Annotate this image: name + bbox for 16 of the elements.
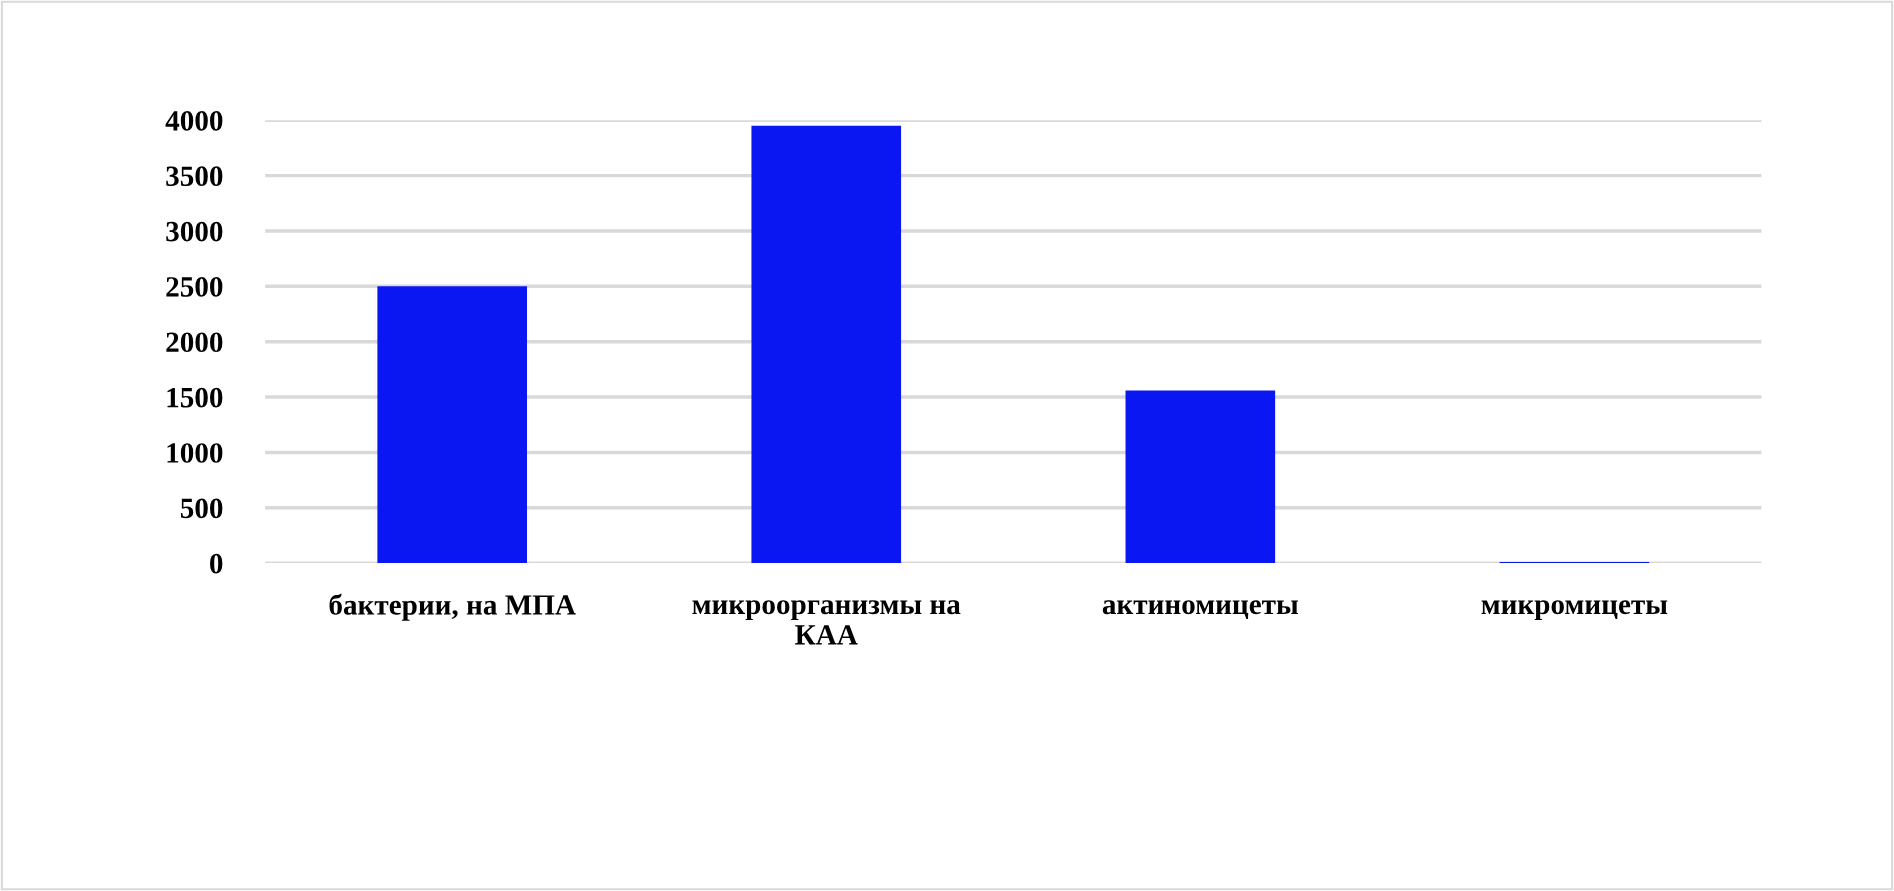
y-tick-label: 4000 [165, 111, 223, 131]
x-tick-label: микроорганизмы на КАА [692, 600, 961, 645]
y-tick-label: 500 [180, 498, 223, 519]
bar [377, 286, 528, 564]
bar [751, 125, 902, 564]
x-tick-label: актиномицеты [1102, 600, 1298, 619]
x-tick-label: бактерии, на МПА [329, 593, 576, 621]
y-tick-label: 2000 [166, 332, 223, 353]
x-tick-label: микромицеты [1481, 600, 1668, 621]
y-tick-label: 1000 [167, 443, 223, 463]
y-tick-label: 2500 [166, 277, 223, 297]
y-tick-label: 1500 [167, 387, 223, 408]
bar [1125, 390, 1276, 564]
y-tick-label: 3500 [166, 166, 223, 187]
y-tick-label: 3000 [166, 221, 223, 242]
y-tick-label: 0 [210, 553, 223, 574]
